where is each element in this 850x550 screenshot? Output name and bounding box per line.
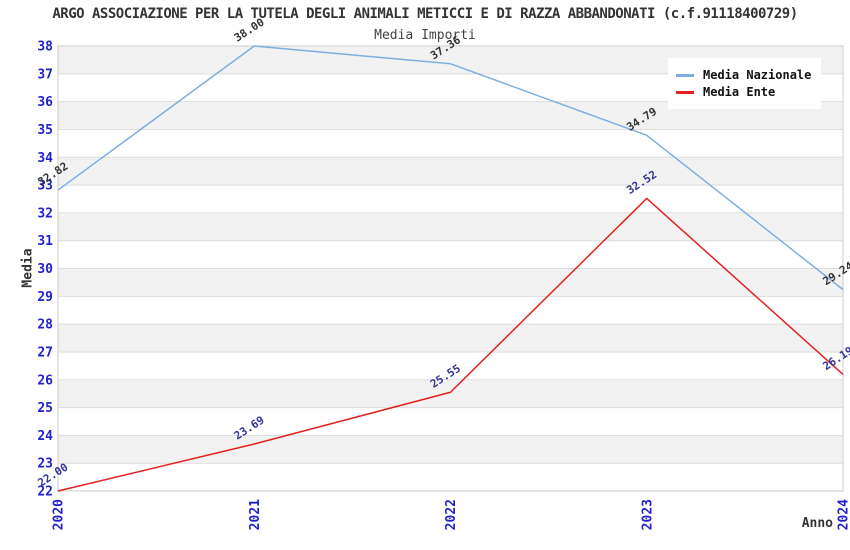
chart-legend: Media Nazionale Media Ente [668, 58, 822, 109]
x-tick-label: 2020 [52, 499, 67, 530]
y-tick-label: 30 [37, 262, 53, 277]
plot-band [58, 351, 843, 380]
y-tick-label: 29 [37, 290, 53, 305]
legend-label: Media Ente [703, 85, 776, 99]
y-tick-label: 34 [37, 151, 53, 166]
plot-band [58, 463, 843, 491]
plot-band [58, 435, 843, 464]
y-tick-label: 26 [37, 373, 53, 388]
legend-line-marker [676, 90, 694, 94]
y-tick-label: 27 [37, 345, 53, 360]
plot-band [58, 157, 843, 186]
plot-band [58, 240, 843, 269]
y-tick-label: 38 [37, 40, 53, 55]
y-tick-label: 24 [37, 429, 53, 444]
x-tick-label: 2021 [248, 499, 263, 530]
plot-border [57, 45, 844, 492]
legend-row: Media Ente [676, 85, 811, 99]
plot-band [58, 129, 843, 158]
y-tick-label: 33 [37, 179, 53, 194]
y-tick-label: 25 [37, 401, 53, 416]
x-tick-label: 2022 [444, 499, 459, 530]
y-tick-label: 22 [37, 485, 53, 500]
y-tick-label: 28 [37, 318, 53, 333]
data-point-label: 38.00 [232, 16, 267, 45]
series-line [57, 45, 844, 291]
legend-row: Media Nazionale [676, 68, 811, 82]
y-tick-label: 31 [37, 234, 53, 249]
plot-band [58, 379, 843, 408]
plot-band [58, 407, 843, 436]
x-tick-label: 2024 [837, 499, 850, 530]
y-tick-label: 35 [37, 123, 53, 138]
y-tick-label: 23 [37, 457, 53, 472]
plot-band [58, 324, 843, 352]
series-line [57, 197, 844, 492]
legend-line-marker [676, 73, 694, 77]
x-tick-label: 2023 [640, 499, 655, 530]
chart-title: ARGO ASSOCIAZIONE PER LA TUTELA DEGLI AN… [52, 6, 798, 22]
plot-band [58, 212, 843, 241]
y-axis-title: Media [20, 248, 36, 288]
legend-label: Media Nazionale [703, 68, 812, 82]
y-tick-label: 37 [37, 67, 53, 82]
plot-band [58, 185, 843, 213]
y-tick-label: 32 [37, 206, 53, 221]
chart-subtitle: Media Importi [374, 28, 476, 43]
y-tick-label: 36 [37, 95, 53, 110]
x-axis-title: Anno [801, 516, 833, 531]
plot-band [58, 296, 843, 325]
plot-band [58, 268, 843, 297]
